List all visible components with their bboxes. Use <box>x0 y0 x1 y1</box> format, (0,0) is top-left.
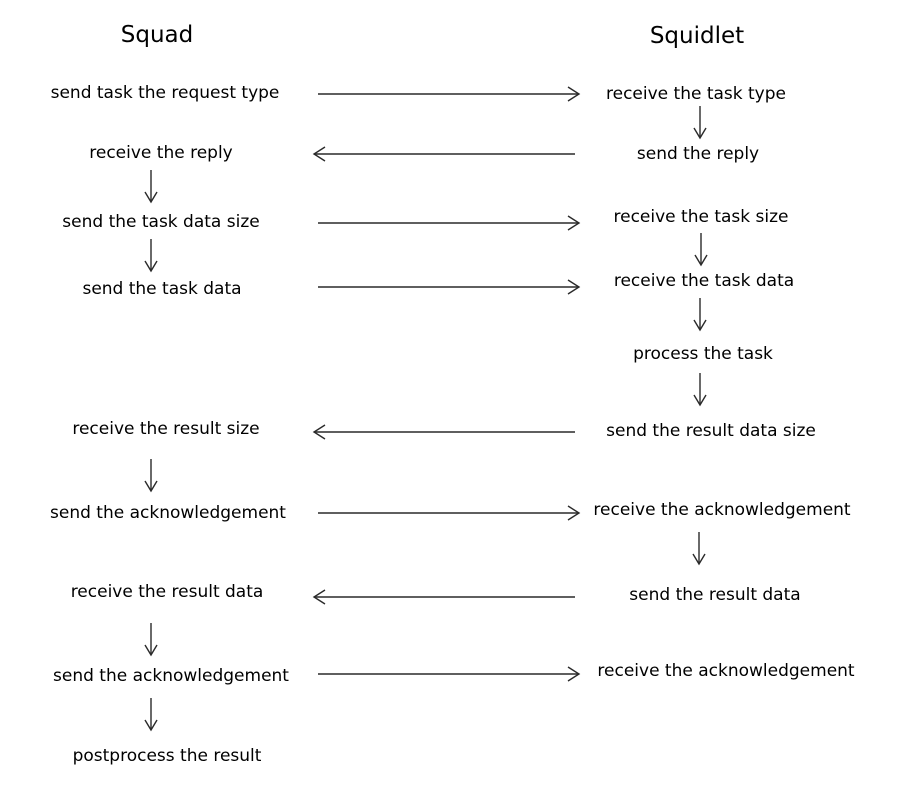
squad-step-send-ack-2: send the acknowledgement <box>53 666 289 686</box>
arrow-down-squidlet-2 <box>694 233 708 267</box>
arrow-left-reply <box>312 146 575 162</box>
squidlet-step-receive-ack-1: receive the acknowledgement <box>593 500 851 520</box>
arrow-left-result-size <box>312 424 575 440</box>
arrow-left-result-data <box>312 589 575 605</box>
squidlet-step-send-result-size: send the result data size <box>606 421 816 441</box>
arrow-down-squidlet-5 <box>692 532 706 566</box>
arrow-down-squidlet-1 <box>693 106 707 140</box>
squad-step-send-request-type: send task the request type <box>50 83 280 103</box>
arrow-right-ack-2 <box>318 666 581 682</box>
squidlet-step-receive-task-data: receive the task data <box>613 271 795 291</box>
arrow-right-ack-1 <box>318 505 581 521</box>
squad-step-receive-result-data: receive the result data <box>70 582 264 602</box>
squad-step-send-data-size: send the task data size <box>62 212 260 232</box>
squidlet-step-process-task: process the task <box>633 344 773 364</box>
squidlet-step-receive-task-type: receive the task type <box>606 84 786 104</box>
arrow-down-squad-2 <box>144 239 158 273</box>
squidlet-step-send-reply: send the reply <box>636 144 760 164</box>
arrow-down-squad-1 <box>144 170 158 204</box>
squad-step-receive-reply: receive the reply <box>89 143 233 163</box>
arrow-down-squidlet-3 <box>693 298 707 332</box>
squad-step-receive-result-size: receive the result size <box>72 419 260 439</box>
arrow-down-squad-4 <box>144 623 158 657</box>
squad-header: Squad <box>120 22 194 48</box>
squidlet-step-send-result-data: send the result data <box>629 585 801 605</box>
arrow-down-squidlet-4 <box>693 373 707 407</box>
arrow-down-squad-5 <box>144 698 158 732</box>
squidlet-step-receive-ack-2: receive the acknowledgement <box>597 661 855 681</box>
squad-step-send-ack-1: send the acknowledgement <box>50 503 286 523</box>
squad-step-postprocess: postprocess the result <box>72 746 262 766</box>
squidlet-step-receive-task-size: receive the task size <box>613 207 789 227</box>
arrow-right-request-type <box>318 86 581 102</box>
arrow-right-task-data <box>318 279 581 295</box>
squidlet-header: Squidlet <box>649 23 745 49</box>
squad-step-send-task-data: send the task data <box>82 279 242 299</box>
arrow-down-squad-3 <box>144 459 158 493</box>
arrow-right-data-size <box>318 215 581 231</box>
